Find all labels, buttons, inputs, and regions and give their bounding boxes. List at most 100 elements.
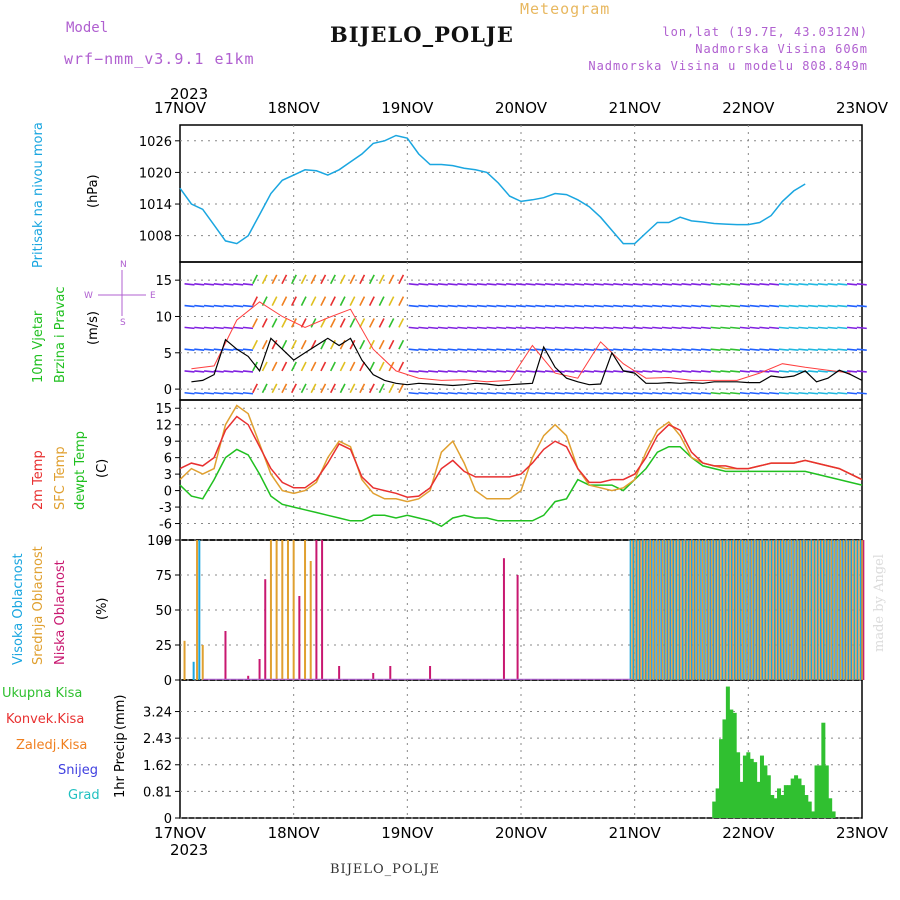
cloud-high-label: Visoka Oblacnost bbox=[11, 553, 26, 665]
cloud-bar bbox=[275, 540, 278, 680]
wind-barb bbox=[359, 274, 366, 285]
wind-barb bbox=[671, 304, 682, 308]
cloud-bar bbox=[724, 540, 727, 680]
wind-barb bbox=[437, 304, 448, 308]
cloud-bar bbox=[264, 579, 267, 680]
cloud-bar bbox=[816, 540, 819, 680]
date-label-top: 17NOV bbox=[154, 99, 207, 117]
cloud-bar bbox=[784, 540, 787, 680]
wind-barb bbox=[535, 326, 546, 330]
wind-barb bbox=[271, 274, 278, 285]
wind-barb bbox=[603, 304, 614, 308]
wind-barb bbox=[457, 282, 468, 286]
wind-barb bbox=[827, 348, 838, 351]
cloud-bar bbox=[631, 540, 633, 680]
cloud-bar bbox=[778, 540, 780, 680]
cloud-unit: (%) bbox=[95, 598, 110, 621]
date-label-bottom: 20NOV bbox=[495, 824, 548, 842]
precip-bar bbox=[766, 775, 771, 818]
wind-barb bbox=[671, 326, 682, 330]
wind-barb bbox=[730, 304, 741, 308]
cloud-bar bbox=[735, 540, 737, 680]
cloud-bar bbox=[809, 540, 811, 680]
wind-barb bbox=[486, 282, 497, 286]
wind-barb bbox=[418, 326, 429, 330]
temp-dew-label: dewpt Temp bbox=[73, 431, 88, 510]
wind-barb bbox=[310, 318, 317, 328]
wind-barb bbox=[408, 391, 419, 395]
wind-barb bbox=[525, 282, 536, 286]
meteogram-label: Meteogram bbox=[520, 0, 611, 18]
wind-barb bbox=[808, 370, 819, 373]
wind-barb bbox=[310, 383, 317, 394]
cloud-bar bbox=[760, 540, 762, 680]
wind-barb bbox=[827, 391, 838, 395]
wind-barb bbox=[700, 370, 711, 373]
wind-barb bbox=[418, 282, 429, 286]
wind-barb bbox=[457, 391, 468, 395]
cloud-bar bbox=[634, 540, 636, 680]
cloud-bar bbox=[651, 540, 653, 680]
wind-barb bbox=[213, 282, 224, 286]
precip-bar bbox=[777, 788, 782, 818]
wind-barb bbox=[846, 304, 858, 308]
wind-barb bbox=[505, 282, 517, 286]
cloud-bar bbox=[695, 540, 698, 680]
cloud-bar bbox=[680, 540, 682, 680]
cloud-bar bbox=[657, 540, 659, 680]
cloud-bar bbox=[792, 540, 794, 680]
cloud-bar bbox=[681, 540, 684, 680]
wind-barb bbox=[720, 370, 731, 373]
cloud-bar bbox=[839, 540, 842, 680]
wind-barb bbox=[184, 304, 195, 308]
cloud-mid-label: Srednja Oblacnost bbox=[31, 546, 46, 665]
wind-barb bbox=[467, 391, 478, 395]
wind-barb bbox=[496, 326, 507, 330]
cloud-bar bbox=[800, 540, 802, 680]
compass-east: E bbox=[150, 291, 156, 301]
cloud-bar bbox=[773, 540, 776, 680]
wind-barb bbox=[700, 304, 711, 308]
date-label-top: 20NOV bbox=[495, 99, 548, 117]
cloud-bar bbox=[707, 540, 710, 680]
cloud-ytick-label: 75 bbox=[155, 569, 172, 584]
cloud-bar bbox=[819, 540, 822, 680]
wind-compass: W E N S bbox=[84, 260, 156, 328]
precip-bar bbox=[712, 801, 717, 818]
wind-barb bbox=[398, 383, 405, 394]
wind-barb bbox=[691, 348, 702, 351]
wind-barb bbox=[388, 318, 395, 328]
wind-ytick-label: 5 bbox=[164, 347, 172, 362]
wind-barb bbox=[418, 304, 429, 308]
cloud-bar bbox=[830, 540, 833, 680]
wind-barb bbox=[827, 370, 838, 373]
wind-barb bbox=[233, 282, 244, 286]
cloud-bar bbox=[338, 666, 341, 680]
wind-ytick-label: 15 bbox=[155, 274, 172, 289]
wind-barb bbox=[184, 326, 195, 330]
cloud-bar bbox=[787, 540, 790, 680]
cloud-bar bbox=[196, 540, 199, 680]
cloud-bar bbox=[645, 540, 647, 680]
cloud-bar bbox=[502, 558, 505, 680]
wind-barb bbox=[817, 348, 828, 351]
wind-barb bbox=[300, 296, 307, 306]
precip-bar bbox=[719, 739, 724, 818]
wind-barb bbox=[710, 326, 721, 330]
wind-barb bbox=[329, 274, 336, 285]
wind-barb bbox=[691, 370, 702, 373]
wind-barb bbox=[798, 348, 809, 351]
wind-barb bbox=[671, 391, 682, 395]
cloud-bar bbox=[836, 540, 839, 680]
dewpoint-line bbox=[179, 445, 863, 528]
wind-barb bbox=[769, 370, 780, 373]
cloud-bar bbox=[643, 540, 645, 680]
wind-barb bbox=[856, 370, 867, 373]
precip-ytick-label: 3.24 bbox=[143, 706, 172, 721]
wind-barb bbox=[525, 304, 536, 308]
wind-barb bbox=[808, 326, 819, 330]
wind-barb bbox=[749, 391, 760, 395]
precip-bar bbox=[828, 798, 833, 818]
cloud-bar bbox=[740, 540, 742, 680]
